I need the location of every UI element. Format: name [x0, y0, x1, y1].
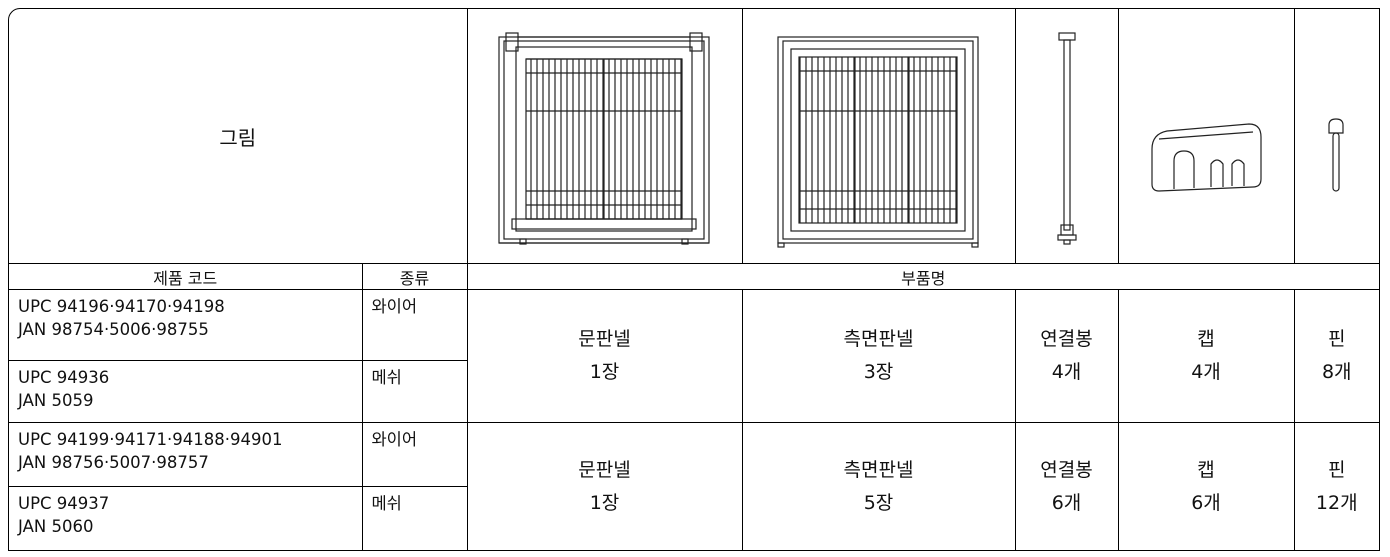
- part-quantity: 8개: [1321, 361, 1352, 383]
- product-code: JAN 5060: [18, 517, 94, 536]
- part-cell: 캡 6개: [1117, 422, 1295, 550]
- product-codes: UPC 94199·94171·94188·94901 JAN 98756·500…: [9, 422, 363, 487]
- part-cell: 문판넬 1장: [466, 422, 743, 550]
- part-name: 문판넬: [578, 458, 631, 481]
- table-frame: 그림: [8, 8, 1380, 551]
- part-name: 연결봉: [1040, 458, 1093, 481]
- product-row: UPC 94937 JAN 5060 메쉬: [9, 486, 1379, 550]
- product-code: JAN 98754·5006·98755: [18, 320, 209, 339]
- cap-image: [1117, 9, 1295, 264]
- product-type: 와이어: [361, 289, 468, 361]
- part-quantity: 12개: [1315, 491, 1358, 514]
- door-panel-image: [466, 9, 743, 264]
- part-quantity: 4개: [1051, 361, 1082, 383]
- connecting-rod-drawing: [1056, 32, 1077, 245]
- product-codes: UPC 94936 JAN 5059: [9, 360, 363, 423]
- product-code: UPC 94937: [18, 494, 110, 513]
- part-quantity: 4개: [1191, 361, 1221, 383]
- part-name-header: 부품명: [466, 263, 1379, 290]
- header-row: 제품 코드 종류 부품명: [9, 263, 1379, 290]
- product-code: JAN 98756·5007·98757: [18, 453, 209, 472]
- part-cell: 측면판넬 5장: [741, 422, 1016, 550]
- product-codes: UPC 94937 JAN 5060: [9, 486, 363, 550]
- part-quantity: 6개: [1191, 491, 1221, 514]
- product-row: UPC 94936 JAN 5059 메쉬: [9, 360, 1379, 423]
- side-panel-drawing: [776, 36, 979, 248]
- part-cell: 캡 4개: [1117, 289, 1295, 423]
- product-code: UPC 94199·94171·94188·94901: [18, 430, 283, 449]
- part-name: 캡: [1197, 328, 1215, 350]
- door-panel-drawing: [497, 32, 710, 245]
- product-type: 메쉬: [361, 486, 468, 550]
- part-cell: 연결봉 4개: [1014, 289, 1119, 423]
- part-cell: 핀 12개: [1293, 422, 1379, 550]
- product-row: UPC 94196·94170·94198 JAN 98754·5006·9875…: [9, 289, 1379, 423]
- product-code: UPC 94936: [18, 368, 110, 387]
- part-cell: 연결봉 6개: [1014, 422, 1119, 550]
- part-name: 연결봉: [1040, 328, 1093, 350]
- part-name: 핀: [1328, 328, 1346, 350]
- part-name: 캡: [1197, 458, 1215, 481]
- part-cell: 핀 8개: [1293, 289, 1379, 423]
- product-code-header: 제품 코드: [9, 263, 363, 290]
- cap-drawing: [1150, 123, 1262, 192]
- product-code: UPC 94196·94170·94198: [18, 297, 225, 316]
- type-header: 종류: [361, 263, 468, 290]
- pin-drawing: [1327, 118, 1344, 192]
- part-name: 핀: [1328, 458, 1346, 481]
- table-body: UPC 94196·94170·94198 JAN 98754·5006·9875…: [9, 289, 1379, 550]
- picture-label: 그림: [9, 9, 468, 264]
- part-quantity: 3장: [863, 361, 894, 383]
- product-type: 메쉬: [361, 360, 468, 423]
- product-codes: UPC 94196·94170·94198 JAN 98754·5006·9875…: [9, 289, 363, 361]
- part-quantity: 1장: [589, 361, 620, 383]
- part-quantity: 5장: [863, 491, 894, 514]
- product-code: JAN 5059: [18, 391, 94, 410]
- picture-row: 그림: [9, 9, 1379, 264]
- part-cell: 측면판넬 3장: [741, 289, 1016, 423]
- product-type: 와이어: [361, 422, 468, 487]
- part-quantity: 6개: [1051, 491, 1082, 514]
- part-name: 측면판넬: [843, 328, 914, 350]
- side-panel-image: [741, 9, 1016, 264]
- parts-table: 그림: [9, 9, 1379, 550]
- part-cell: 문판넬 1장: [466, 289, 743, 423]
- part-name: 측면판넬: [843, 458, 914, 481]
- part-quantity: 1장: [589, 491, 620, 514]
- part-name: 문판넬: [578, 328, 631, 350]
- pin-image: [1293, 9, 1379, 264]
- product-row: UPC 94199·94171·94188·94901 JAN 98756·500…: [9, 422, 1379, 550]
- connecting-rod-image: [1014, 9, 1119, 264]
